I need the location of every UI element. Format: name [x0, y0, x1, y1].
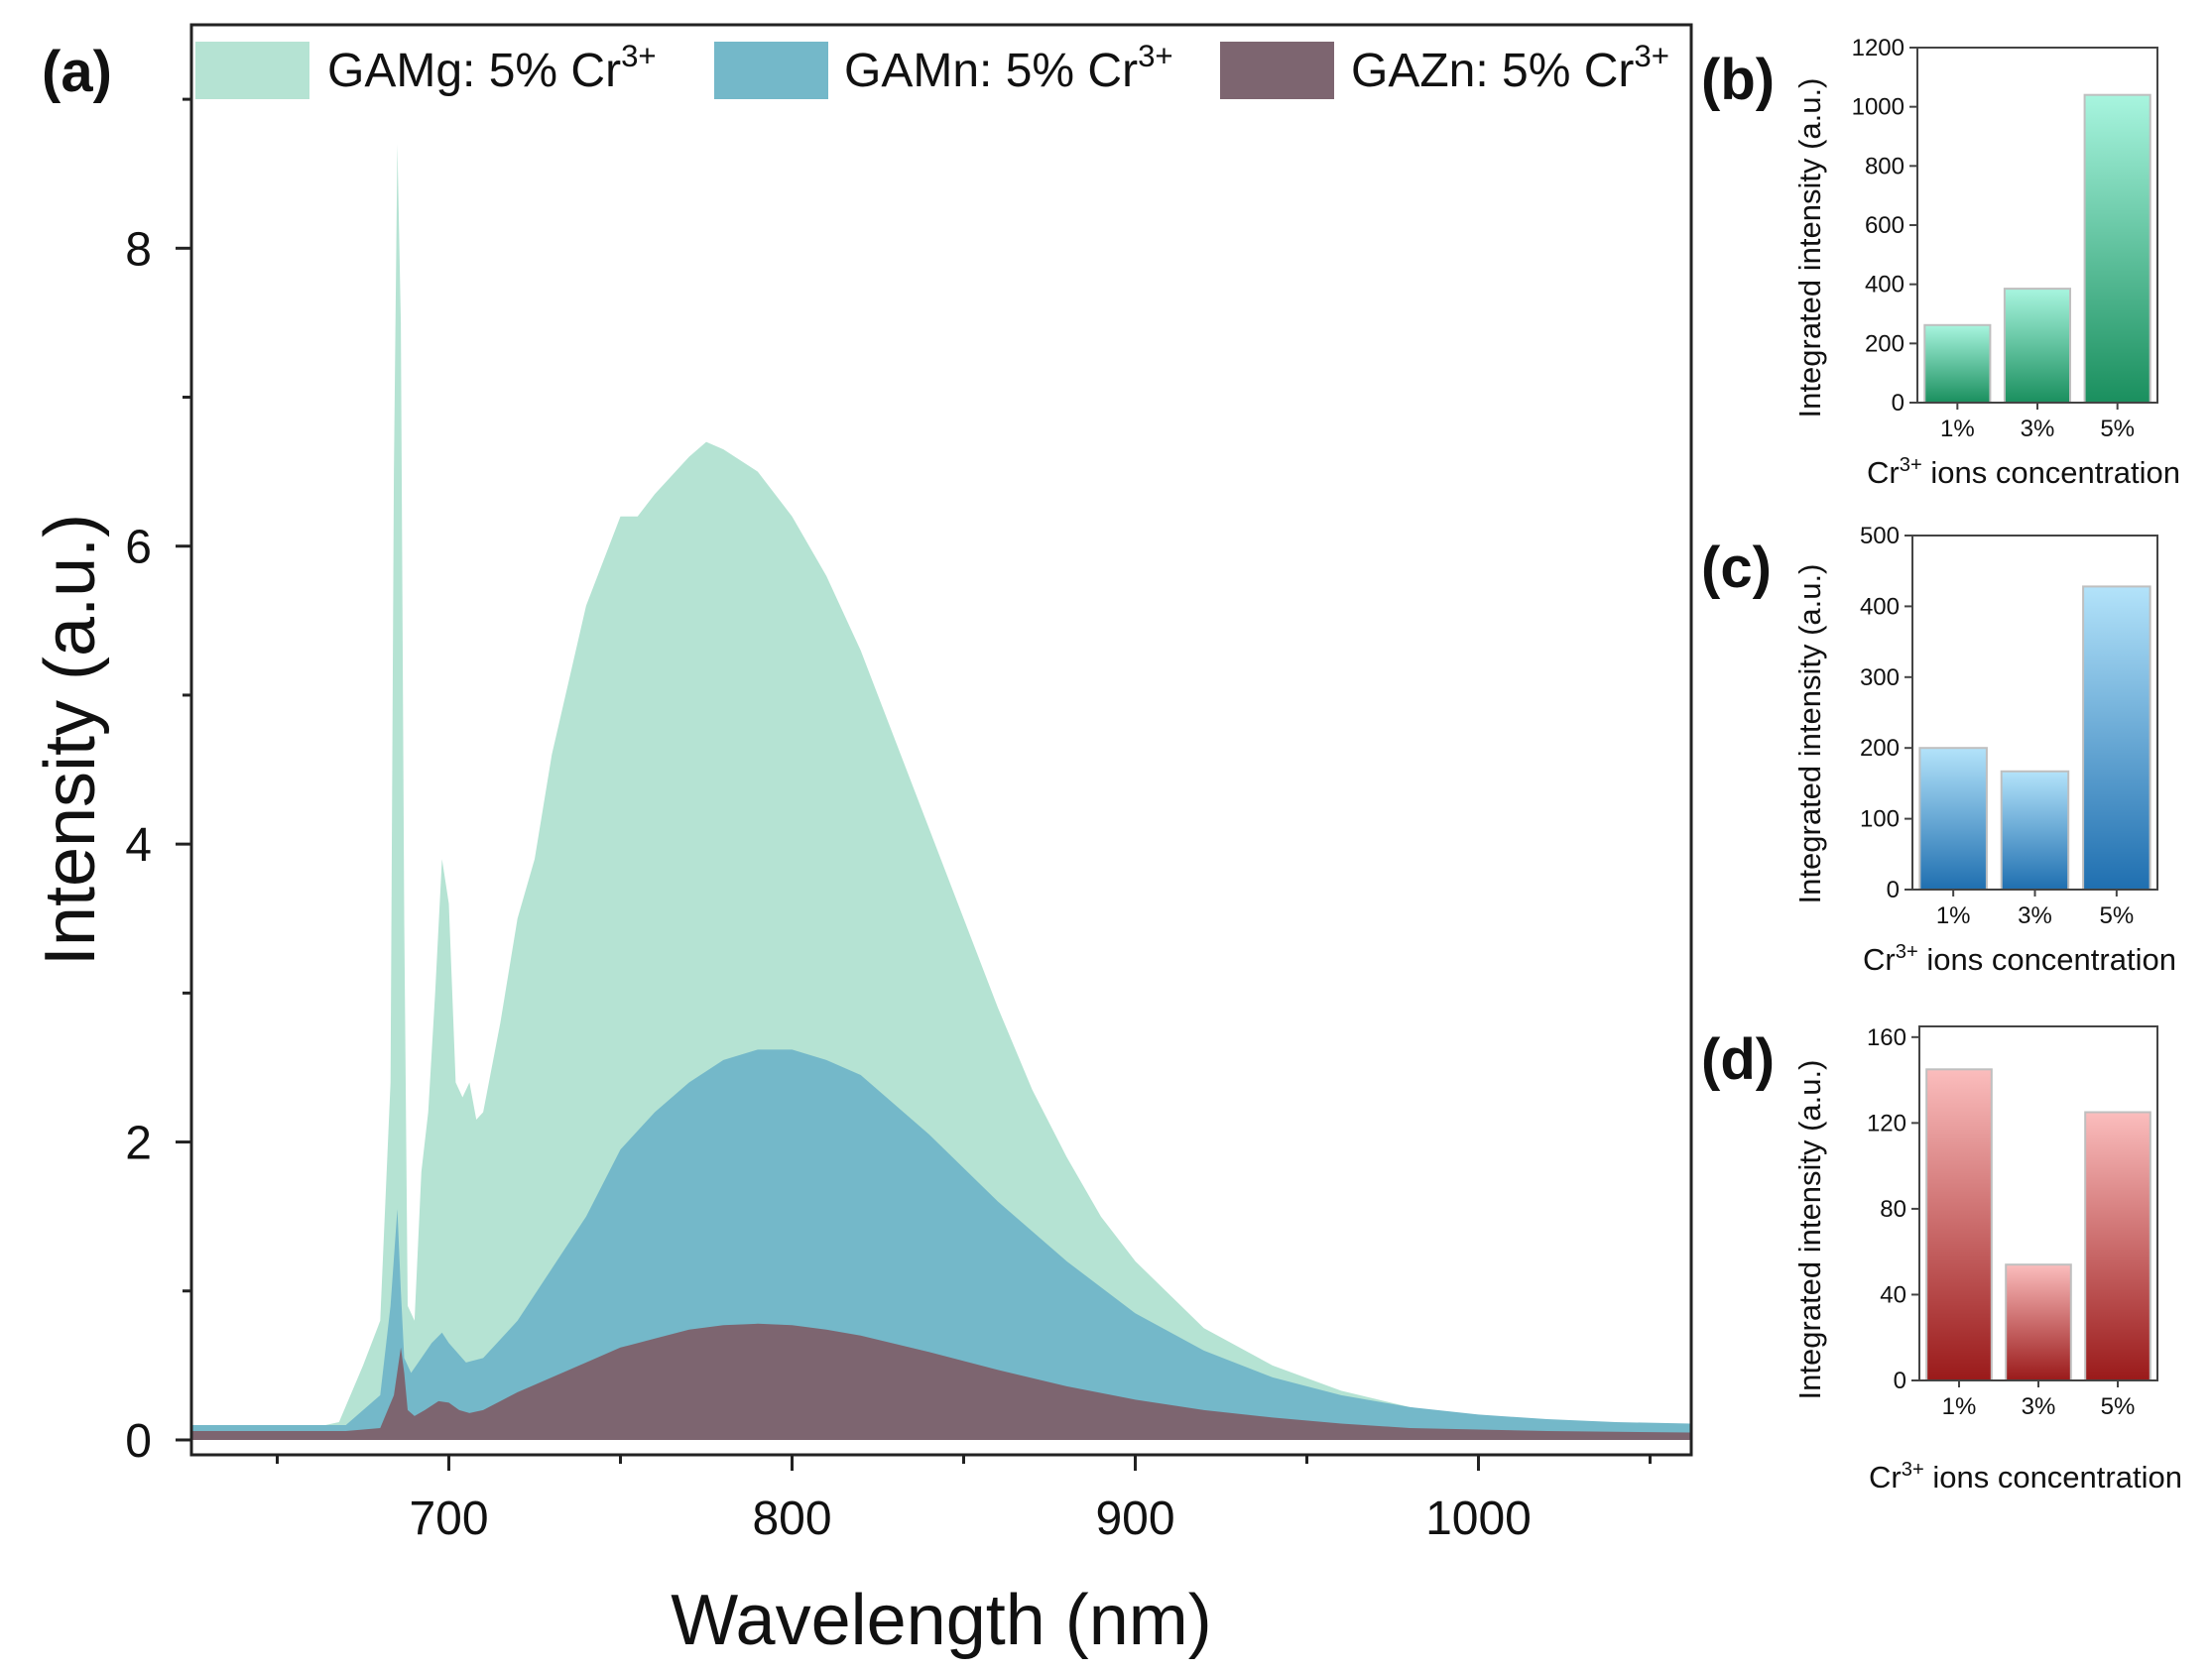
category-label: 1%	[1940, 416, 1975, 442]
legend-label-gazn: GAZn: 5% Cr3+	[1351, 39, 1669, 97]
panel-a-main-spectrum: (a) 700 800 900 1000 0 2 4 6 8 GAMg: 5% Cr3+ GAM…	[31, 23, 1693, 1660]
y-tick-label: 80	[1880, 1196, 1906, 1223]
category-label: 5%	[2099, 902, 2134, 929]
y-tick-label: 200	[1860, 735, 1900, 762]
bar-1pct	[1925, 1068, 1993, 1382]
x-tick-label: 1000	[1425, 1493, 1532, 1545]
legend-label-gamn: GAMn: 5% Cr3+	[844, 39, 1173, 97]
y-tick-label: 600	[1865, 212, 1905, 239]
bar-1pct	[1923, 323, 1992, 404]
plot-frame	[1918, 1025, 2158, 1381]
y-tick-label: 500	[1860, 523, 1900, 549]
area-series-gamg	[191, 144, 1691, 1441]
y-tick-label: 4	[125, 819, 152, 872]
panel-d-bar-chart: (d) Integrated intensity (a.u.) Cr3+ ion…	[1701, 1024, 2182, 1495]
panel-b-label: (b)	[1701, 48, 1775, 112]
panel-d-x-axis-label: Cr3+ ions concentration	[1869, 1459, 2182, 1495]
bar-5pct	[2082, 585, 2151, 892]
x-tick-label: 900	[1095, 1493, 1174, 1545]
panel-a-x-axis-label: Wavelength (nm)	[671, 1581, 1212, 1660]
category-label: 5%	[2101, 1393, 2136, 1420]
y-tick-label: 1000	[1852, 94, 1905, 121]
bar-3pct	[2000, 770, 2070, 891]
y-tick-label: 0	[1894, 1368, 1906, 1394]
x-tick-label: 800	[752, 1493, 831, 1545]
legend-swatch-gazn	[1220, 42, 1334, 99]
legend-swatch-gamg	[195, 42, 309, 99]
y-tick-label: 2	[125, 1118, 152, 1170]
legend-label-gamg: GAMg: 5% Cr3+	[327, 39, 657, 97]
panel-a-y-axis-label: Intensity (a.u.)	[31, 514, 110, 966]
y-tick-label: 6	[125, 522, 152, 574]
panel-c-bar-chart: (c) Integrated intensity (a.u.) Cr3+ ion…	[1701, 523, 2176, 977]
y-tick-label: 200	[1865, 330, 1905, 357]
y-tick-label: 800	[1865, 153, 1905, 179]
category-label: 3%	[2021, 416, 2055, 442]
bar-3pct	[2005, 1263, 2072, 1381]
legend-swatch-gamn	[714, 42, 828, 99]
area-series-gazn	[191, 1323, 1691, 1440]
category-label: 3%	[2018, 902, 2052, 929]
category-label: 1%	[1936, 902, 1971, 929]
area-series-gamn	[191, 1049, 1691, 1440]
y-tick-label: 160	[1867, 1024, 1906, 1051]
y-tick-label: 0	[1887, 877, 1900, 903]
panel-a-plot-frame	[189, 23, 1693, 1457]
y-tick-label: 400	[1860, 593, 1900, 620]
y-tick-label: 120	[1867, 1110, 1906, 1136]
panel-a-legend: GAMg: 5% Cr3+ GAMn: 5% Cr3+ GAZn: 5% Cr3…	[195, 39, 1669, 99]
bar-1pct	[1918, 747, 1988, 892]
y-tick-label: 40	[1880, 1281, 1906, 1308]
panel-a-axes: 700 800 900 1000 0 2 4 6 8	[125, 97, 1652, 1545]
panel-c-x-axis-label: Cr3+ ions concentration	[1863, 941, 2176, 977]
spectrum-areas	[191, 144, 1691, 1441]
y-tick-label: 300	[1860, 664, 1900, 691]
y-tick-label: 100	[1860, 806, 1900, 833]
panel-c-y-axis-label: Integrated intensity (a.u.)	[1792, 564, 1827, 904]
bar-5pct	[2084, 1111, 2151, 1381]
y-tick-label: 400	[1865, 272, 1905, 299]
y-tick-label: 0	[1892, 390, 1905, 417]
panel-b-x-axis-label: Cr3+ ions concentration	[1867, 454, 2180, 490]
panel-d-y-axis-label: Integrated intensity (a.u.)	[1792, 1060, 1827, 1400]
category-label: 3%	[2022, 1393, 2056, 1420]
bar-3pct	[2003, 288, 2072, 405]
category-label: 1%	[1942, 1393, 1977, 1420]
y-tick-label: 1200	[1852, 35, 1905, 61]
panel-c-label: (c)	[1701, 536, 1772, 600]
plot-frame	[1911, 535, 2158, 891]
panel-d-label: (d)	[1701, 1027, 1775, 1092]
panel-b-y-axis-label: Integrated intensity (a.u.)	[1792, 78, 1827, 418]
x-tick-label: 700	[409, 1493, 488, 1545]
y-tick-label: 8	[125, 223, 152, 276]
panel-a-label: (a)	[42, 40, 112, 104]
category-label: 5%	[2100, 416, 2135, 442]
panel-b-bar-chart: (b) Integrated intensity (a.u.) Cr3+ ion…	[1701, 35, 2180, 490]
y-tick-label: 0	[125, 1415, 152, 1468]
bar-5pct	[2083, 93, 2151, 404]
